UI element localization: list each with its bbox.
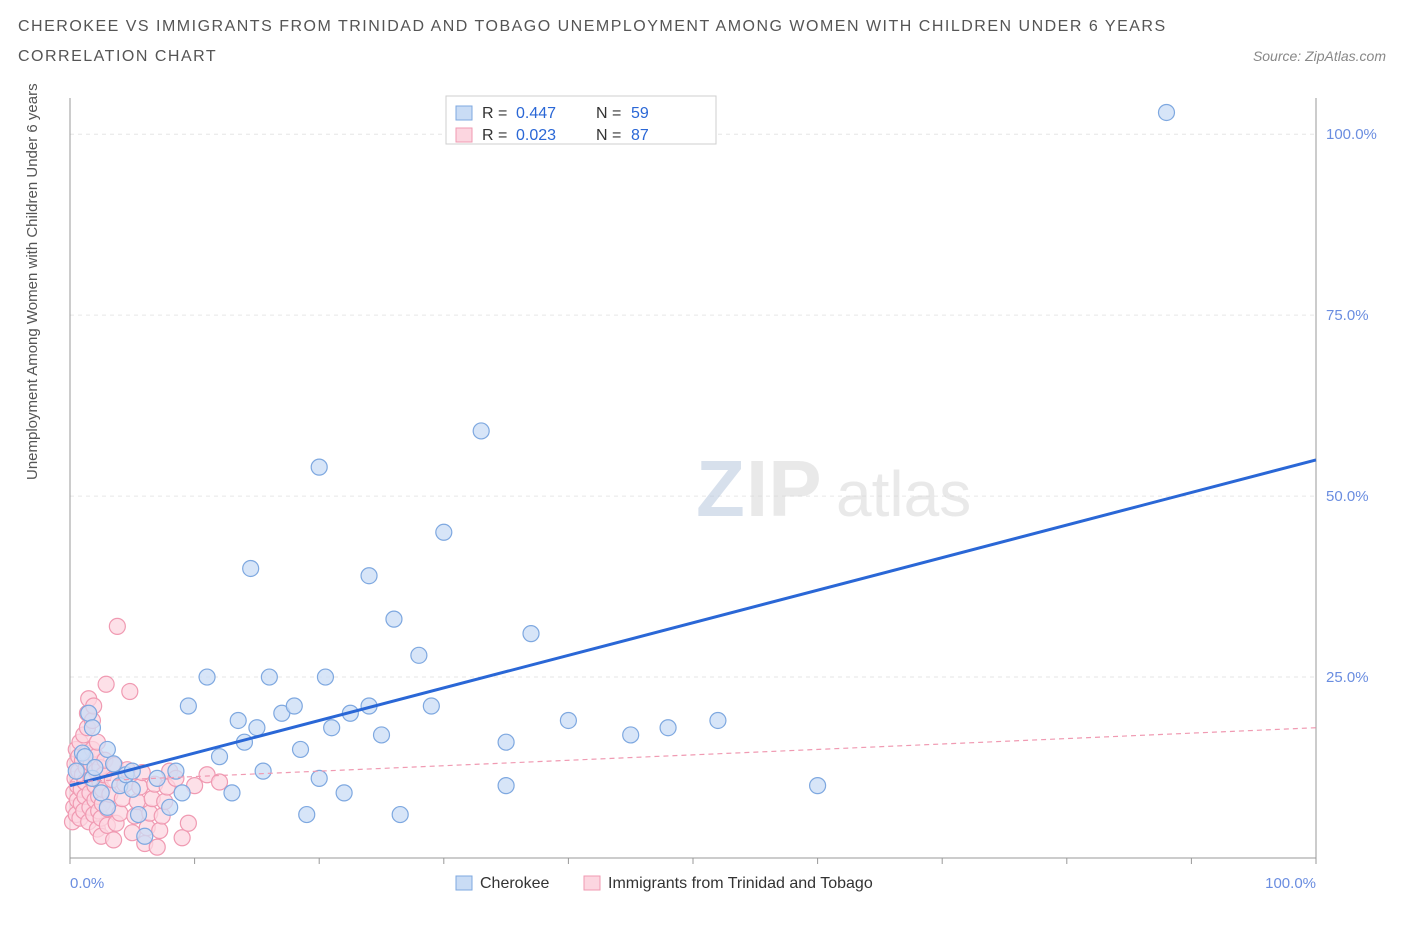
legend-n-label: N = <box>596 127 621 144</box>
data-point <box>137 828 153 844</box>
data-point <box>212 749 228 765</box>
watermark-rest: atlas <box>836 458 971 530</box>
data-point <box>162 799 178 815</box>
data-point <box>523 626 539 642</box>
data-point <box>255 763 271 779</box>
data-point <box>99 741 115 757</box>
data-point <box>249 720 265 736</box>
data-point <box>122 684 138 700</box>
data-point <box>152 822 168 838</box>
data-point <box>131 807 147 823</box>
watermark-z: Z <box>696 444 745 533</box>
data-point <box>286 698 302 714</box>
data-point <box>180 815 196 831</box>
data-point <box>361 568 377 584</box>
legend-swatch <box>584 876 600 890</box>
x-tick-label: 100.0% <box>1265 875 1316 892</box>
data-point <box>299 807 315 823</box>
data-point <box>109 618 125 634</box>
data-point <box>224 785 240 801</box>
legend-n-value: 59 <box>631 105 649 122</box>
legend-swatch <box>456 128 472 142</box>
data-point <box>98 676 114 692</box>
plot-area: ZIPatlas0.0%100.0%25.0%50.0%75.0%100.0%R… <box>56 88 1386 888</box>
source-label: Source: ZipAtlas.com <box>1253 48 1386 64</box>
data-point <box>293 741 309 757</box>
data-point <box>93 785 109 801</box>
data-point <box>336 785 352 801</box>
data-point <box>212 774 228 790</box>
data-point <box>324 720 340 736</box>
data-point <box>473 423 489 439</box>
legend-n-value: 87 <box>631 127 649 144</box>
data-point <box>560 712 576 728</box>
data-point <box>87 760 103 776</box>
x-tick-label: 0.0% <box>70 875 104 892</box>
data-point <box>149 839 165 855</box>
trend-line <box>70 460 1316 786</box>
data-point <box>311 459 327 475</box>
data-point <box>180 698 196 714</box>
legend-series-label: Cherokee <box>480 875 549 892</box>
data-point <box>106 756 122 772</box>
chart-svg: ZIPatlas 0.0% 100.0% 25.0% 50.0% 75.0% 100.0% R… <box>56 88 1386 908</box>
data-point <box>174 785 190 801</box>
y-tick-label: 25.0% <box>1326 669 1369 686</box>
data-point <box>243 560 259 576</box>
legend-swatch <box>456 876 472 890</box>
data-point <box>174 830 190 846</box>
data-point <box>84 720 100 736</box>
legend-r-label: R = <box>482 127 507 144</box>
data-point <box>411 647 427 663</box>
legend-swatch <box>456 106 472 120</box>
data-point <box>81 705 97 721</box>
y-tick-label: 75.0% <box>1326 307 1369 324</box>
legend-n-label: N = <box>596 105 621 122</box>
data-point <box>199 669 215 685</box>
data-point <box>392 807 408 823</box>
data-point <box>261 669 277 685</box>
y-axis-label: Unemployment Among Women with Children U… <box>24 83 41 480</box>
chart-title-line2: CORRELATION CHART <box>18 48 217 66</box>
legend-r-label: R = <box>482 105 507 122</box>
y-tick-label: 100.0% <box>1326 126 1377 143</box>
data-point <box>660 720 676 736</box>
data-point <box>423 698 439 714</box>
data-point <box>106 832 122 848</box>
watermark-ip: IP <box>746 444 822 533</box>
data-point <box>68 763 84 779</box>
data-point <box>386 611 402 627</box>
data-point <box>124 781 140 797</box>
data-point <box>311 770 327 786</box>
y-tick-label: 50.0% <box>1326 488 1369 505</box>
data-point <box>374 727 390 743</box>
legend-r-value: 0.447 <box>516 105 556 122</box>
data-point <box>710 712 726 728</box>
data-point <box>230 712 246 728</box>
data-point <box>1158 104 1174 120</box>
legend-r-value: 0.023 <box>516 127 556 144</box>
data-point <box>436 524 452 540</box>
data-point <box>498 734 514 750</box>
chart-container: CHEROKEE VS IMMIGRANTS FROM TRINIDAD AND… <box>0 0 1406 930</box>
data-point <box>498 778 514 794</box>
data-point <box>317 669 333 685</box>
chart-title-line1: CHEROKEE VS IMMIGRANTS FROM TRINIDAD AND… <box>18 18 1167 36</box>
data-point <box>99 799 115 815</box>
data-point <box>623 727 639 743</box>
legend-series-label: Immigrants from Trinidad and Tobago <box>608 875 873 892</box>
data-point <box>810 778 826 794</box>
